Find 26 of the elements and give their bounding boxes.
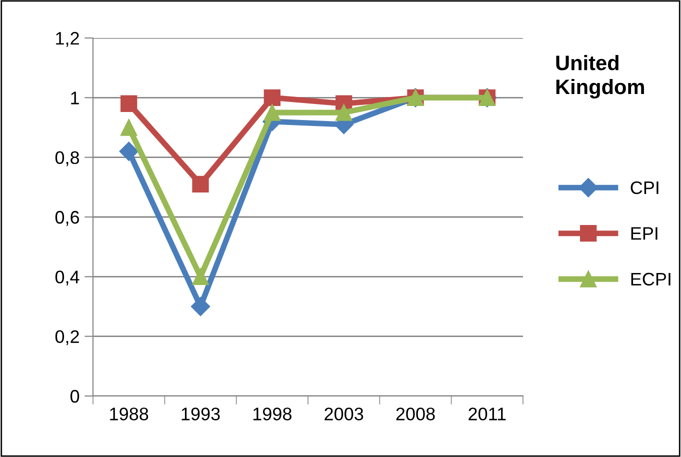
- y-tick-label: 1,2: [56, 32, 79, 47]
- y-tick-label: 0: [70, 390, 80, 403]
- point: [119, 142, 138, 161]
- y-tick-label: 1: [71, 92, 79, 104]
- y-tick-label: 0,4: [55, 270, 80, 286]
- y-tick-label: 0,2: [55, 330, 79, 346]
- point: [264, 104, 280, 121]
- y-tick-label: 0,8: [55, 151, 80, 166]
- point: [192, 268, 209, 285]
- point: [120, 95, 138, 112]
- y-tick-label: 0,6: [55, 210, 80, 226]
- legend-label: EPI: [631, 227, 658, 240]
- x-tick-label: 1993: [182, 408, 220, 420]
- text: United Kingdom: [556, 55, 644, 98]
- point: [264, 89, 280, 106]
- x-tick-label: 2003: [324, 408, 364, 420]
- x-tick-label: 2011: [468, 408, 506, 420]
- x-tick-label: 2008: [396, 408, 435, 420]
- x-tick-label: 1988: [110, 408, 148, 420]
- point: [120, 119, 138, 136]
- point: [190, 296, 210, 316]
- x-tick-label: 1998: [253, 408, 292, 420]
- point: [192, 176, 209, 193]
- point: [336, 104, 352, 121]
- legend-label: CPI: [630, 181, 658, 194]
- legend-label: ECPI: [631, 272, 670, 286]
